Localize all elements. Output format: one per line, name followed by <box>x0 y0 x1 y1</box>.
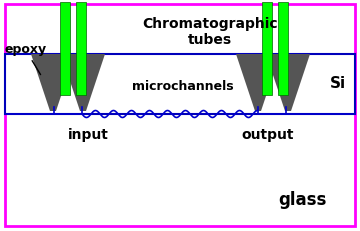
Polygon shape <box>266 55 310 112</box>
Text: output: output <box>242 128 294 141</box>
Polygon shape <box>236 55 280 112</box>
Polygon shape <box>31 55 75 112</box>
Text: Chromatographic
tubes: Chromatographic tubes <box>142 17 278 47</box>
Text: Si: Si <box>330 76 346 91</box>
Polygon shape <box>61 55 105 112</box>
Text: epoxy: epoxy <box>4 43 46 75</box>
Bar <box>5 55 355 115</box>
Text: input: input <box>68 128 108 141</box>
Bar <box>278 3 288 96</box>
Bar <box>76 3 86 96</box>
Text: glass: glass <box>278 190 326 208</box>
Bar <box>262 3 272 96</box>
Bar <box>60 3 70 96</box>
Text: microchannels: microchannels <box>132 79 234 92</box>
